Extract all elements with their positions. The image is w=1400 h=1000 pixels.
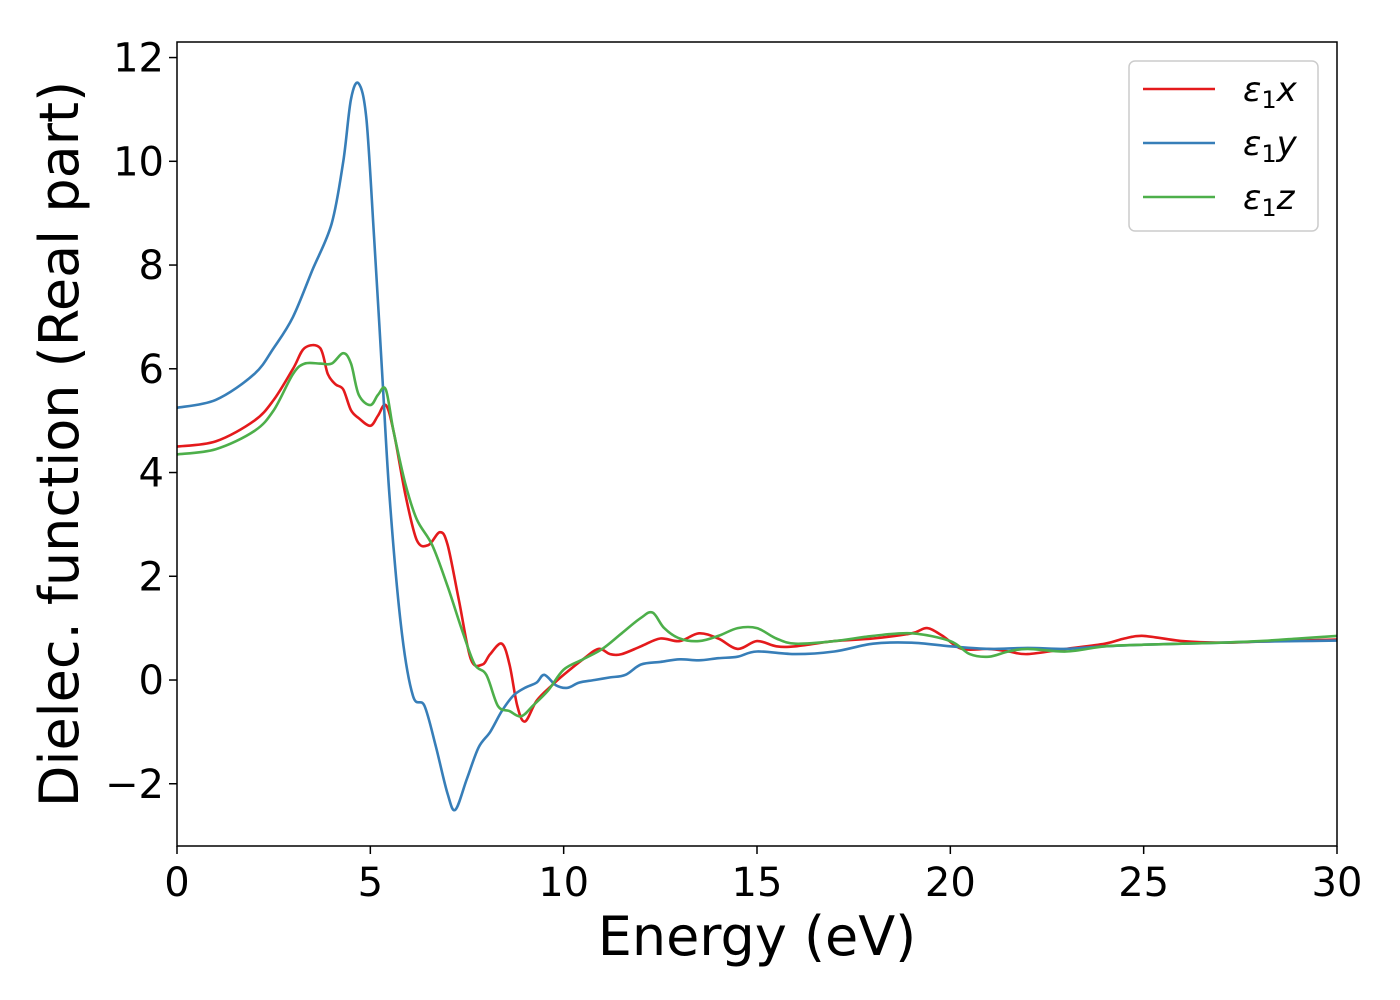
y-tick-label: 0 <box>139 658 164 704</box>
x-tick-label: 20 <box>925 860 976 906</box>
legend-frame <box>1128 60 1319 232</box>
y-tick-label: 10 <box>113 139 164 185</box>
legend-label-z: ε1z <box>1243 178 1296 222</box>
y-axis-label: Dielec. function (Real part) <box>28 81 91 807</box>
legend-label-x: ε1x <box>1243 70 1298 114</box>
x-tick-label: 30 <box>1312 860 1363 906</box>
x-tick-label: 10 <box>538 860 589 906</box>
x-tick-label: 0 <box>164 860 189 906</box>
series-layer <box>176 81 1338 812</box>
y-tick-label: 4 <box>139 451 164 497</box>
x-tick-label: 15 <box>732 860 783 906</box>
y-tick-label: 8 <box>139 243 164 289</box>
legend: ε1x ε1y ε1z <box>1128 60 1319 232</box>
series-line-x <box>176 343 1338 723</box>
x-ticks: 0 5 10 15 20 25 30 <box>164 846 1362 906</box>
y-tick-label: 6 <box>139 347 164 393</box>
y-tick-label: 12 <box>113 36 164 82</box>
x-tick-label: 25 <box>1118 860 1169 906</box>
y-ticks: −2 0 2 4 6 8 10 12 <box>105 36 177 808</box>
y-tick-label: −2 <box>105 762 164 808</box>
series-line-z <box>176 351 1338 718</box>
legend-label-y: ε1y <box>1243 124 1298 168</box>
x-axis-label: Energy (eV) <box>598 905 917 968</box>
series-line-y <box>176 81 1338 812</box>
x-tick-label: 5 <box>358 860 383 906</box>
y-tick-label: 2 <box>139 554 164 600</box>
